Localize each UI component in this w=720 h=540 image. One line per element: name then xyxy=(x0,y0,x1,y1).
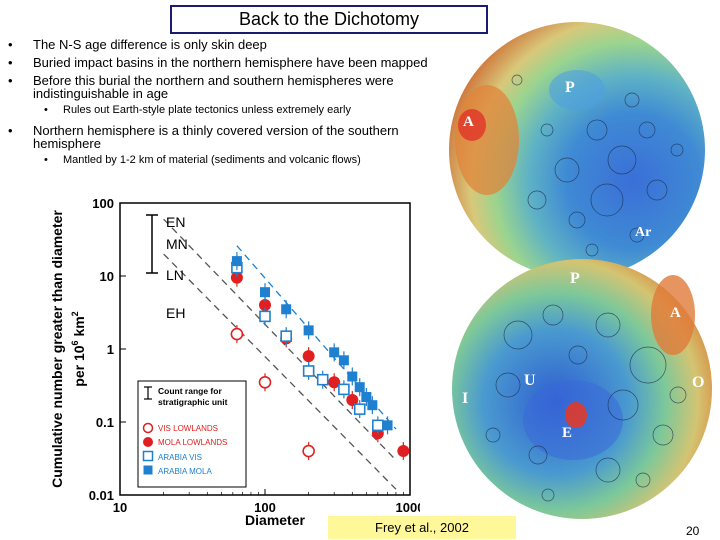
legend-marker-open-square xyxy=(142,450,154,462)
legend-marker-open-circle xyxy=(142,422,154,434)
bullet-text: Northern hemisphere is a thinly covered … xyxy=(33,123,399,151)
citation-box: Frey et al., 2002 xyxy=(328,516,516,539)
legend-entry: ARABIA MOLA xyxy=(158,467,212,476)
globe-label: A xyxy=(670,305,681,321)
sub-bullet-text: Mantled by 1-2 km of material (sediments… xyxy=(63,154,361,166)
data-point-vis-lowlands xyxy=(258,375,272,389)
globe-label: O xyxy=(692,374,704,391)
strat-label-eh: EH xyxy=(166,305,185,321)
y-tick-label: 10 xyxy=(100,269,114,284)
y-axis-label-line1: Cumulative number greater than diameter xyxy=(49,210,65,488)
bullet-text: The N-S age difference is only skin deep xyxy=(33,37,267,52)
page-number: 20 xyxy=(686,524,700,538)
data-point-arabia-mola xyxy=(303,325,314,336)
globe-label: A xyxy=(463,114,474,130)
bullet-item: • Northern hemisphere is a thinly covered… xyxy=(8,124,448,150)
mars-globe-south: P A U O I E xyxy=(452,259,712,519)
data-marks xyxy=(230,252,410,461)
slide-title: Back to the Dichotomy xyxy=(170,5,488,34)
axis-ticks: 10 100 1000 100 10 1 0.1 0.01 xyxy=(89,196,420,515)
data-point-arabia-mola xyxy=(338,355,349,366)
crater-rings xyxy=(511,74,684,257)
legend-entry: MOLA LOWLANDS xyxy=(158,438,227,447)
data-point-vis-lowlands xyxy=(230,327,244,341)
legend-entry: ARABIA VIS xyxy=(158,453,202,462)
data-point-arabia-mola xyxy=(382,420,393,431)
data-point-arabia-mola xyxy=(354,382,365,393)
data-point-arabia-mola xyxy=(281,304,292,315)
chart-legend: Count range for stratigraphic unit VIS L… xyxy=(137,380,247,488)
sub-bullet-item: • Mantled by 1-2 km of material (sediment… xyxy=(8,154,448,167)
reference-line xyxy=(236,245,397,430)
y-tick-label: 1 xyxy=(107,342,114,357)
y-tick-label: 0.1 xyxy=(96,415,114,430)
y-axis-label-line2: per 106 km2 xyxy=(70,311,87,386)
data-point-mola-lowlands xyxy=(328,376,341,389)
reference-lines xyxy=(163,218,397,490)
bullet-item: • Buried impact basins in the northern he… xyxy=(8,56,448,69)
sub-bullet-text: Rules out Earth-style plate tectonics un… xyxy=(63,104,351,116)
legend-title: Count range for xyxy=(158,386,222,396)
x-tick-label: 100 xyxy=(254,500,276,515)
bullet-dot: • xyxy=(8,55,13,70)
globe-surface xyxy=(449,22,705,278)
data-point-mola-lowlands xyxy=(302,350,315,363)
data-point-mola-lowlands xyxy=(230,271,243,284)
bullet-dot: • xyxy=(8,73,13,88)
globe-label: I xyxy=(462,390,468,407)
bullet-dot: • xyxy=(8,37,13,52)
bullet-dot: • xyxy=(44,154,48,166)
globe-label: P xyxy=(570,270,580,287)
data-point-vis-lowlands xyxy=(302,444,315,458)
data-point-arabia-vis xyxy=(372,419,384,432)
x-axis-label: Diameter xyxy=(245,512,305,528)
data-point-arabia-mola xyxy=(231,256,242,267)
bullet-text: Buried impact basins in the northern hem… xyxy=(33,55,428,70)
crater-rings xyxy=(485,304,687,502)
x-tick-label: 1000 xyxy=(396,500,420,515)
globe-label: E xyxy=(562,425,572,441)
bullet-dot: • xyxy=(44,104,48,116)
data-point-mola-lowlands xyxy=(259,299,271,312)
bullet-item: • The N-S age difference is only skin dee… xyxy=(8,38,448,51)
data-point-arabia-mola xyxy=(260,287,270,298)
bullet-list: • The N-S age difference is only skin dee… xyxy=(8,38,448,174)
crater-size-frequency-chart: 10 100 1000 100 10 1 0.1 0.01 EN MN LN EH Count… xyxy=(49,196,420,528)
reference-line xyxy=(163,218,397,461)
mars-globe-north: P A Ar xyxy=(449,22,705,278)
strat-label-ln: LN xyxy=(166,267,184,283)
globe-label: P xyxy=(565,79,575,96)
data-point-arabia-vis xyxy=(280,330,292,342)
data-point-mola-lowlands xyxy=(397,445,410,458)
bullet-item: • Before this burial the northern and sou… xyxy=(8,74,448,100)
globe-label: U xyxy=(524,372,536,389)
legend-title: stratigraphic unit xyxy=(158,397,228,407)
y-axis-label: Cumulative number greater than diameter … xyxy=(49,210,87,488)
data-point-arabia-vis xyxy=(353,403,366,415)
data-point-arabia-mola xyxy=(367,400,378,411)
strat-label-en: EN xyxy=(166,214,185,230)
x-tick-label: 10 xyxy=(113,500,127,515)
legend-entry: VIS LOWLANDS xyxy=(158,424,218,433)
strat-label-mn: MN xyxy=(166,236,188,252)
y-tick-label: 100 xyxy=(92,196,114,211)
legend-marker-filled-circle xyxy=(143,437,153,447)
data-point-arabia-vis xyxy=(338,383,350,396)
sub-bullet-item: • Rules out Earth-style plate tectonics u… xyxy=(8,104,448,117)
legend-marker-filled-square xyxy=(143,465,153,475)
data-point-arabia-vis xyxy=(316,373,329,386)
data-point-arabia-mola xyxy=(347,371,358,382)
globe-label: Ar xyxy=(635,225,651,240)
bullet-text: Before this burial the northern and sout… xyxy=(33,73,394,101)
strat-range-bars xyxy=(146,214,158,274)
data-point-arabia-mola xyxy=(329,347,340,358)
y-tick-label: 0.01 xyxy=(89,488,114,503)
data-point-arabia-vis xyxy=(302,365,315,377)
data-point-arabia-vis xyxy=(259,310,271,323)
bullet-dot: • xyxy=(8,123,13,138)
data-point-arabia-mola xyxy=(361,392,372,403)
data-point-mola-lowlands xyxy=(346,394,359,407)
